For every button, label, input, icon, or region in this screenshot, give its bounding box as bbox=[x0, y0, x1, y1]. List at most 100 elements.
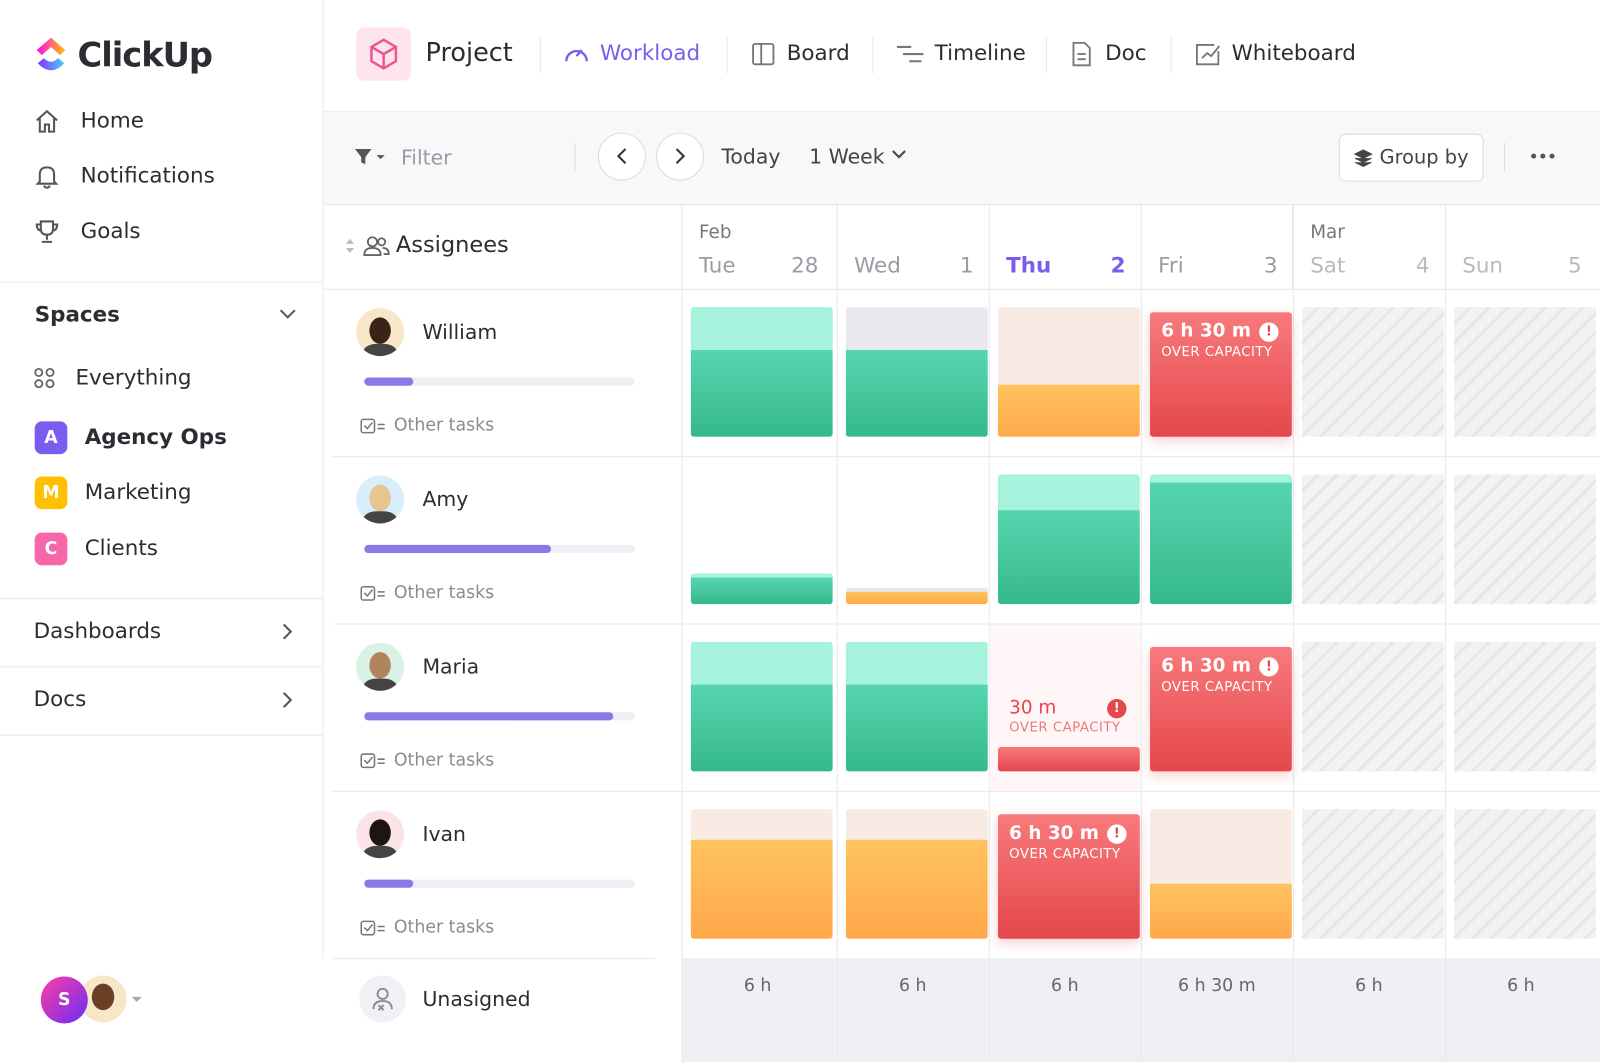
divider bbox=[0, 666, 323, 668]
space-item[interactable]: Marketing bbox=[84, 479, 192, 505]
workload-fill bbox=[1149, 883, 1292, 939]
workload-fill bbox=[997, 384, 1140, 437]
alert-icon: ! bbox=[1259, 657, 1279, 677]
workload-block[interactable] bbox=[690, 573, 833, 605]
over-amount: 30 m bbox=[1009, 696, 1057, 719]
section-item[interactable]: Docs bbox=[33, 686, 87, 712]
avatar-face bbox=[369, 484, 391, 512]
space-item[interactable]: Everything bbox=[75, 365, 192, 390]
row-line bbox=[332, 958, 656, 960]
other-tasks[interactable]: Other tasks bbox=[393, 415, 495, 436]
over-capacity-block[interactable] bbox=[997, 746, 1140, 772]
group-by-button[interactable]: Group by bbox=[1338, 133, 1484, 182]
workload-block[interactable] bbox=[1149, 474, 1292, 605]
next-button[interactable] bbox=[656, 132, 705, 181]
home-icon bbox=[36, 109, 58, 133]
workload-block[interactable] bbox=[690, 641, 833, 772]
assignees-icon bbox=[363, 236, 390, 257]
tab[interactable]: Doc bbox=[1105, 40, 1147, 66]
separator bbox=[1504, 142, 1506, 172]
chevron-down[interactable] bbox=[891, 149, 907, 161]
nav-item[interactable]: Goals bbox=[80, 218, 141, 243]
over-status: OVER CAPACITY bbox=[1009, 846, 1121, 863]
other-tasks-icon bbox=[360, 752, 391, 770]
workload-block[interactable] bbox=[690, 809, 833, 939]
chevron-right[interactable] bbox=[278, 690, 298, 710]
divider bbox=[322, 111, 1600, 113]
workload-fill bbox=[690, 839, 833, 939]
more-button[interactable] bbox=[1530, 151, 1557, 161]
range-select[interactable]: 1 Week bbox=[809, 143, 885, 169]
tab[interactable]: Timeline bbox=[934, 40, 1026, 66]
space-item[interactable]: Agency Ops bbox=[84, 424, 227, 449]
workload-block[interactable] bbox=[690, 307, 833, 437]
assignee-name: William bbox=[422, 319, 498, 344]
alert-icon: ! bbox=[1107, 824, 1127, 844]
over-status: OVER CAPACITY bbox=[1161, 679, 1273, 695]
bell-icon bbox=[35, 166, 59, 189]
caret[interactable] bbox=[131, 995, 143, 1005]
assignees-header: Assignees bbox=[395, 232, 509, 259]
over-status: OVER CAPACITY bbox=[1161, 344, 1273, 361]
other-tasks-icon bbox=[360, 417, 391, 435]
day-date: 2 bbox=[1110, 253, 1126, 278]
workload-block[interactable] bbox=[845, 587, 988, 605]
tab[interactable]: Board bbox=[786, 40, 850, 66]
other-tasks[interactable]: Other tasks bbox=[393, 917, 495, 938]
over-capacity-block[interactable]: 6 h 30 m OVER CAPACITY! bbox=[1149, 312, 1292, 437]
assignee-name: Amy bbox=[422, 486, 469, 512]
column-line bbox=[1291, 204, 1293, 289]
workload-block[interactable] bbox=[1149, 809, 1292, 939]
user-badge[interactable]: S bbox=[40, 976, 88, 1024]
alert-icon: ! bbox=[1259, 322, 1279, 342]
nav-item[interactable]: Home bbox=[80, 108, 144, 133]
avatar-face bbox=[369, 652, 391, 679]
divider bbox=[0, 734, 323, 736]
workload-block[interactable] bbox=[997, 474, 1140, 605]
doc-icon bbox=[1072, 41, 1091, 67]
over-capacity-block[interactable]: 6 h 30 m OVER CAPACITY! bbox=[1149, 646, 1292, 772]
tab[interactable]: Workload bbox=[599, 40, 701, 66]
capacity-track bbox=[364, 544, 635, 554]
today-button[interactable]: Today bbox=[721, 143, 781, 169]
other-tasks[interactable]: Other tasks bbox=[393, 749, 495, 771]
section-item[interactable]: Dashboards bbox=[33, 618, 162, 643]
toolbar: Filter Today 1 Week Group by bbox=[323, 112, 1600, 206]
capacity-fill bbox=[364, 879, 413, 888]
month-label: Feb bbox=[698, 221, 732, 243]
separator bbox=[539, 36, 541, 74]
day-date: 4 bbox=[1415, 253, 1430, 278]
prev-button[interactable] bbox=[597, 132, 646, 181]
day-name: Fri bbox=[1158, 253, 1184, 278]
other-tasks-icon bbox=[360, 585, 391, 603]
space-item[interactable]: Clients bbox=[84, 535, 158, 561]
weekend-block bbox=[1454, 307, 1596, 437]
sort-icon[interactable] bbox=[345, 238, 355, 254]
other-tasks-icon bbox=[360, 919, 391, 937]
alert-icon: ! bbox=[1107, 698, 1127, 719]
separator bbox=[1045, 36, 1047, 74]
chevron-right[interactable] bbox=[278, 621, 298, 641]
sidebar: ClickUp Home Notifications Goals Spaces … bbox=[0, 0, 324, 1062]
total-hours: 6 h bbox=[1355, 975, 1383, 996]
workload-block[interactable] bbox=[845, 307, 988, 437]
spaces-title: Spaces bbox=[34, 302, 120, 327]
avatar-body bbox=[363, 511, 397, 524]
other-tasks[interactable]: Other tasks bbox=[393, 582, 495, 604]
workload-block[interactable] bbox=[845, 641, 988, 772]
filter-icon[interactable] bbox=[354, 147, 389, 167]
over-capacity-block[interactable]: 6 h 30 m OVER CAPACITY! bbox=[997, 814, 1140, 939]
day-name: Tue bbox=[698, 253, 736, 278]
chevron-down[interactable] bbox=[278, 306, 298, 322]
workload-block[interactable] bbox=[845, 809, 988, 939]
tab[interactable]: Whiteboard bbox=[1231, 40, 1356, 66]
group-by-label: Group by bbox=[1379, 145, 1469, 169]
day-date: 5 bbox=[1567, 253, 1582, 278]
column-line bbox=[836, 204, 838, 1062]
over-amount: 6 h 30 m bbox=[1009, 822, 1099, 844]
workload-fill bbox=[845, 839, 988, 939]
filter-label[interactable]: Filter bbox=[401, 144, 452, 170]
nav-item[interactable]: Notifications bbox=[80, 163, 215, 188]
workload-block[interactable] bbox=[997, 307, 1140, 437]
avatar bbox=[356, 308, 405, 357]
